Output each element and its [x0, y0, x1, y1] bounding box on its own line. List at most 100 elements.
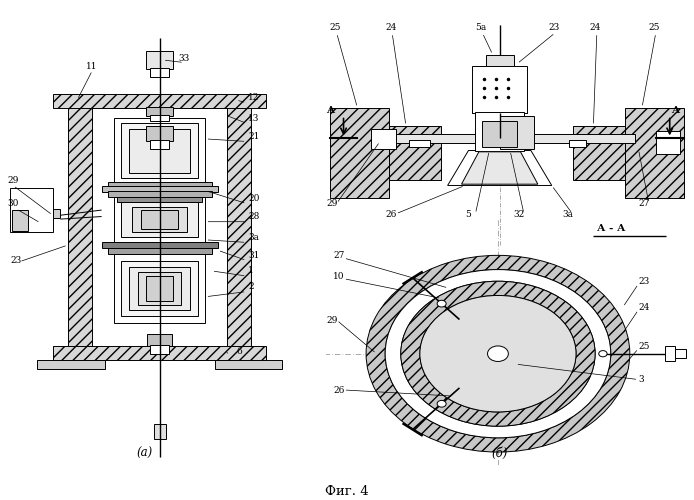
Bar — [114, 254, 205, 322]
Bar — [227, 100, 251, 346]
Bar — [129, 267, 190, 310]
Text: 23: 23 — [638, 277, 650, 286]
Bar — [371, 128, 396, 149]
Text: 25: 25 — [649, 23, 661, 32]
Bar — [121, 202, 198, 237]
Text: 26: 26 — [385, 210, 396, 218]
Circle shape — [420, 296, 576, 412]
Text: 24: 24 — [590, 23, 601, 32]
Text: 25: 25 — [638, 342, 650, 350]
Text: 29: 29 — [326, 199, 337, 208]
Text: A: A — [326, 106, 335, 115]
Bar — [146, 126, 174, 142]
Text: (а): (а) — [136, 447, 153, 460]
Polygon shape — [448, 150, 552, 186]
Bar — [68, 100, 92, 346]
Bar — [10, 188, 53, 232]
Bar — [53, 94, 266, 108]
Bar — [378, 134, 635, 143]
Bar — [151, 140, 169, 149]
Text: 2: 2 — [248, 282, 254, 291]
Bar — [108, 192, 212, 197]
Text: 29: 29 — [7, 176, 18, 185]
Text: 29: 29 — [326, 316, 337, 324]
Text: 20: 20 — [248, 194, 260, 203]
Text: A: A — [671, 106, 679, 115]
Text: 6: 6 — [236, 346, 242, 356]
Bar — [142, 210, 178, 230]
Text: 13: 13 — [248, 114, 260, 123]
Bar — [53, 209, 60, 218]
Bar — [153, 424, 166, 439]
Circle shape — [437, 400, 446, 407]
Circle shape — [487, 346, 508, 362]
Bar — [486, 55, 514, 66]
Bar — [664, 346, 675, 361]
Wedge shape — [385, 270, 611, 438]
Text: 26: 26 — [333, 386, 344, 394]
Text: 12: 12 — [248, 93, 260, 102]
Bar — [500, 116, 534, 149]
Text: 23: 23 — [10, 256, 22, 265]
Wedge shape — [400, 281, 595, 426]
Text: 3: 3 — [638, 375, 644, 384]
Text: 25: 25 — [330, 23, 341, 32]
Bar — [475, 112, 524, 150]
Text: 5: 5 — [465, 210, 471, 218]
Bar — [138, 272, 181, 304]
Bar — [569, 140, 586, 146]
Text: 10: 10 — [333, 272, 345, 280]
Polygon shape — [462, 152, 538, 184]
Text: 31: 31 — [248, 251, 260, 260]
Bar — [114, 197, 205, 242]
Bar — [121, 124, 198, 178]
Bar — [409, 140, 430, 146]
Text: 3а: 3а — [248, 233, 259, 242]
Bar — [108, 248, 212, 254]
Bar — [101, 186, 218, 192]
Bar — [147, 334, 172, 346]
Text: 11: 11 — [86, 62, 98, 71]
Text: 27: 27 — [333, 251, 344, 260]
Bar — [121, 260, 198, 316]
Text: 32: 32 — [514, 210, 525, 218]
Circle shape — [599, 350, 607, 357]
Text: А - А: А - А — [597, 224, 625, 233]
Text: 28: 28 — [248, 212, 260, 221]
Bar — [482, 121, 517, 146]
Bar — [108, 182, 212, 187]
Bar — [53, 346, 266, 360]
Bar — [625, 108, 684, 198]
Text: 23: 23 — [548, 23, 559, 32]
Bar — [146, 276, 174, 300]
Circle shape — [437, 300, 446, 307]
Bar — [656, 131, 680, 154]
Text: 1: 1 — [248, 266, 254, 276]
Bar — [146, 106, 174, 116]
Bar — [151, 345, 169, 354]
Bar — [214, 360, 282, 369]
Bar — [12, 210, 28, 231]
Bar — [472, 66, 527, 113]
Bar — [151, 68, 169, 77]
Text: 24: 24 — [385, 23, 396, 32]
Text: 5а: 5а — [475, 23, 486, 32]
Text: 24: 24 — [638, 302, 650, 312]
Bar — [37, 360, 105, 369]
Bar — [573, 126, 625, 180]
Text: 33: 33 — [178, 54, 189, 63]
Bar — [151, 115, 169, 121]
Text: 21: 21 — [248, 132, 260, 141]
Text: (б): (б) — [491, 447, 508, 460]
Bar — [114, 118, 205, 183]
Bar — [117, 197, 203, 202]
Bar — [132, 208, 187, 232]
Bar — [389, 126, 441, 180]
Bar — [101, 242, 218, 248]
Text: 3а: 3а — [562, 210, 573, 218]
Text: 30: 30 — [7, 199, 18, 208]
Text: Фиг. 4: Фиг. 4 — [325, 485, 369, 498]
Bar — [129, 128, 190, 172]
Bar — [675, 349, 686, 358]
Text: 27: 27 — [638, 199, 650, 208]
